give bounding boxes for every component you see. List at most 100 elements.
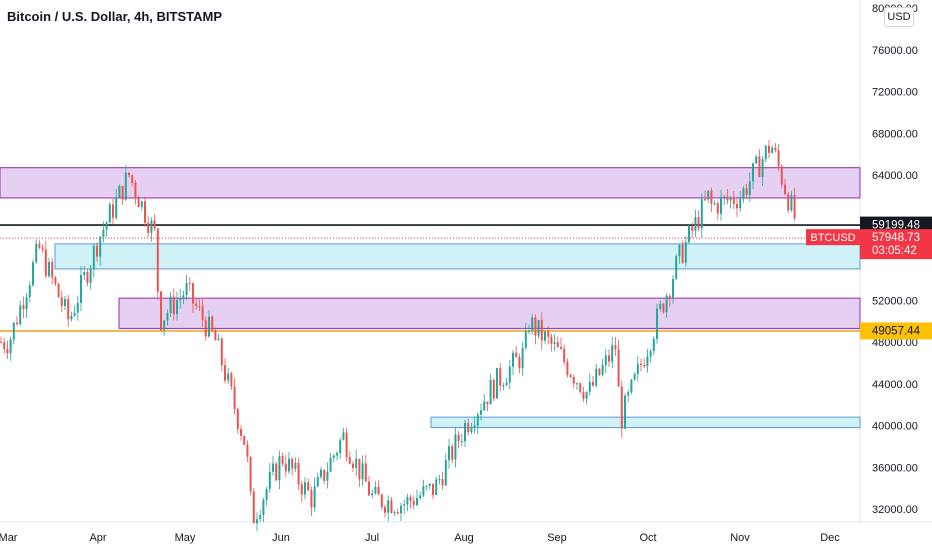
- candle-body: [512, 352, 514, 367]
- chart-title: Bitcoin / U.S. Dollar, 4h, BITSTAMP: [7, 9, 223, 24]
- candle-body: [774, 147, 777, 151]
- y-tick-label: 36000.00: [872, 462, 918, 474]
- candle-body: [217, 338, 220, 341]
- candle-body: [131, 175, 134, 183]
- candle-body: [524, 331, 527, 348]
- candle-body: [688, 226, 690, 243]
- y-tick-label: 44000.00: [872, 379, 918, 391]
- candle-body: [313, 486, 316, 508]
- candle-body: [294, 462, 297, 469]
- candle-body: [476, 414, 479, 426]
- candle-body: [521, 347, 524, 369]
- candle-body: [249, 456, 252, 492]
- candle-body: [566, 361, 569, 376]
- candle-body: [19, 305, 22, 325]
- x-tick-label: Jun: [272, 532, 290, 544]
- candle-body: [246, 444, 249, 457]
- price-axis-panel: [860, 0, 932, 550]
- candle-body: [0, 342, 2, 343]
- candle-body: [729, 197, 732, 201]
- x-tick-label: Nov: [730, 532, 750, 544]
- candle-body: [163, 320, 166, 331]
- candle-body: [227, 373, 230, 381]
- candle-body: [454, 434, 457, 460]
- x-tick-label: May: [175, 532, 196, 544]
- candle-body: [73, 312, 76, 316]
- x-tick-label: Sep: [547, 532, 567, 544]
- candle-body: [595, 368, 598, 386]
- candle-body: [262, 499, 265, 516]
- candle-body: [89, 268, 92, 283]
- candle-body: [515, 352, 518, 358]
- candle-body: [771, 147, 774, 153]
- candle-body: [502, 385, 505, 387]
- candle-body: [480, 410, 482, 415]
- candle-body: [457, 434, 460, 442]
- currency-selector[interactable]: USD: [884, 7, 914, 27]
- candle-body: [697, 217, 700, 229]
- candle-body: [166, 313, 169, 321]
- candle-body: [160, 291, 162, 331]
- candle-body: [83, 272, 86, 276]
- candle-body: [553, 342, 556, 344]
- symbol-label: BTCUSD: [810, 232, 855, 244]
- candle-body: [614, 345, 617, 350]
- candle-body: [224, 365, 226, 381]
- candle-body: [176, 300, 178, 315]
- candle-body: [601, 365, 604, 375]
- candle-body: [22, 305, 25, 310]
- candle-body: [102, 229, 105, 237]
- candle-body: [336, 453, 338, 456]
- candle-body: [76, 302, 79, 313]
- candle-body: [307, 482, 310, 491]
- candle-body: [80, 275, 82, 303]
- candle-body: [240, 429, 242, 436]
- candle-body: [281, 456, 284, 464]
- candle-body: [707, 190, 710, 200]
- candle-body: [124, 172, 127, 200]
- candle-body: [704, 199, 706, 201]
- candle-body: [204, 320, 207, 337]
- candle-body: [147, 222, 150, 233]
- y-tick-label: 68000.00: [872, 128, 918, 140]
- candle-body: [432, 483, 434, 495]
- candle-body: [598, 368, 601, 375]
- candle-body: [16, 322, 18, 325]
- candle-body: [659, 303, 662, 309]
- candle-body: [604, 355, 607, 366]
- last-price-badge-text: 03:05:42: [872, 245, 917, 257]
- candle-body: [592, 381, 594, 386]
- candle-body: [723, 196, 726, 198]
- candle-body: [310, 490, 313, 508]
- candle-body: [339, 439, 342, 454]
- candle-body: [483, 401, 486, 411]
- candle-body: [508, 366, 511, 383]
- candle-body: [134, 182, 137, 198]
- candle-body: [726, 196, 729, 201]
- candle-body: [230, 373, 233, 387]
- candle-body: [51, 261, 54, 278]
- symbol-badge: [806, 229, 860, 246]
- candle-body: [550, 336, 553, 344]
- candle-body: [528, 330, 530, 332]
- candle-body: [233, 386, 236, 409]
- candle-body: [499, 368, 502, 386]
- candle-body: [371, 493, 374, 496]
- candle-body: [793, 195, 796, 219]
- candle-body: [12, 322, 15, 340]
- candle-body: [195, 303, 198, 307]
- candle-body: [745, 188, 748, 196]
- candle-body: [736, 204, 738, 209]
- candle-body: [652, 338, 655, 352]
- candle-body: [198, 306, 201, 308]
- candle-body: [412, 501, 415, 506]
- candle-body: [304, 482, 306, 495]
- candle-body: [44, 249, 47, 277]
- candle-body: [700, 199, 703, 229]
- candle-body: [28, 285, 31, 298]
- candle-body: [649, 351, 652, 357]
- candle-body: [716, 203, 719, 214]
